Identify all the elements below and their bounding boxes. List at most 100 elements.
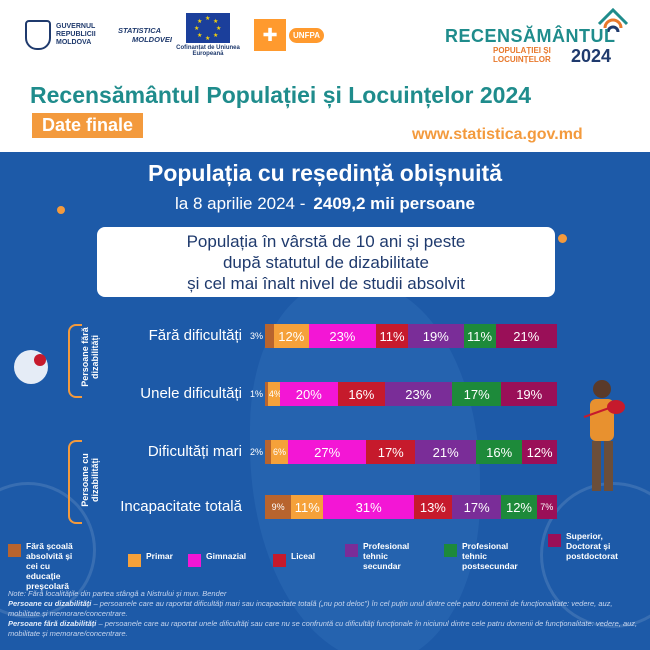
statistica-logo-line2: MOLDOVEI — [132, 35, 173, 44]
population-title: Populația cu reședință obișnuită — [147, 160, 502, 186]
bar-segment: 27% — [288, 440, 367, 464]
data-label: 27% — [314, 444, 341, 460]
data-label: 17% — [463, 386, 490, 402]
unfpa-label: UNFPA — [289, 27, 324, 43]
data-label: 17% — [463, 499, 490, 515]
plus-icon: ✚ — [254, 19, 287, 51]
category-label: Incapacitate totală — [120, 498, 242, 515]
legend-swatch — [128, 554, 141, 567]
bar-segment: 4% — [267, 382, 282, 406]
government-name: GUVERNUL REPUBLICII MOLDOVA — [56, 23, 96, 46]
legend-label: Gimnazial — [206, 551, 247, 561]
page-title: Recensământul Populației și Locuințelor … — [30, 82, 532, 108]
bar-row: 9% 11% 31% 13% 17% 12% 7% — [265, 495, 557, 519]
government-logo: GUVERNUL REPUBLICII MOLDOVA — [25, 20, 104, 50]
legend-item: Gimnazial — [188, 551, 258, 567]
data-label: 12% — [505, 499, 532, 515]
bar-segment: 12% — [522, 440, 557, 464]
bar-segment: 9% — [265, 495, 292, 519]
data-label: 2% — [249, 447, 263, 457]
data-label: 3% — [249, 331, 263, 341]
data-label: 13% — [419, 499, 446, 515]
bar-segment: 11% — [463, 324, 496, 348]
bar-segment: 19% — [501, 382, 557, 406]
data-label: 11% — [294, 499, 320, 515]
legend-label: Profesional tehnic secundar — [363, 541, 410, 571]
house-icon — [597, 7, 629, 33]
coat-of-arms-icon — [25, 20, 51, 50]
category-label: Unele dificultăți — [140, 385, 242, 402]
website-link[interactable]: www.statistica.gov.md — [412, 126, 583, 143]
bar-segment: 19% — [408, 324, 464, 348]
statistica-logo: STATISTICA MOLDOVEI — [118, 26, 172, 44]
census-logo-sub1: POPULAȚIEI ȘI — [493, 46, 551, 55]
header: GUVERNUL REPUBLICII MOLDOVA STATISTICA M… — [0, 0, 650, 152]
data-label: 9% — [271, 502, 285, 512]
population-total: 2409,2 mii persoane — [313, 194, 475, 213]
data-label: 1% — [249, 389, 263, 399]
bar-segment: 16% — [476, 440, 523, 464]
statistica-logo-line1: STATISTICA — [118, 26, 162, 35]
partner-logos: GUVERNUL REPUBLICII MOLDOVA STATISTICA M… — [25, 12, 324, 58]
data-label: 23% — [405, 386, 432, 402]
footnote-without-label: Persoane fără dizabilități — [8, 619, 97, 628]
census-date: la 8 aprilie 2024 - — [174, 194, 306, 213]
legend-swatch — [8, 544, 21, 557]
footnote-line: Persoane cu dizabilități – persoanele ca… — [8, 599, 638, 619]
chart-legend: Fără școală absolvită și cei cu educație… — [8, 531, 648, 591]
legend-swatch — [273, 554, 286, 567]
legend-label: Superior, Doctorat și postdoctorat — [566, 531, 618, 561]
chart-subtitle-box: Populația în vârstă de 10 ani și peste d… — [97, 227, 555, 297]
bar-row: 3% 12% 23% 11% 19% 11% 21% — [250, 324, 557, 348]
census-logo-title: RECENSĂMÂNTUL — [445, 26, 616, 46]
census-logo-year: 2024 — [571, 46, 612, 66]
legend-label: Primar — [146, 551, 173, 561]
eu-logo: ★ ★ ★ ★ ★ ★ ★ ★ Cofinanțat de Uniunea Europea… — [176, 13, 240, 57]
data-label: 17% — [377, 444, 404, 460]
data-label: 23% — [329, 328, 356, 344]
bar-segment: 23% — [308, 324, 376, 348]
person-illustration — [583, 380, 625, 491]
group-brace-with — [68, 440, 82, 524]
census-logo-sub2: LOCUINȚELOR — [493, 55, 551, 64]
eu-flag-icon: ★ ★ ★ ★ ★ ★ ★ ★ — [186, 13, 231, 43]
footnote-general: Note: Fără localitățile din partea stâng… — [8, 589, 227, 598]
data-label: 11% — [467, 328, 493, 344]
footnote-line: Persoane fără dizabilități – persoanele … — [8, 619, 638, 639]
bar-segment: 16% — [337, 382, 385, 406]
bar-segment: 11% — [291, 495, 324, 519]
bar-segment: 23% — [384, 382, 452, 406]
legend-item: Superior, Doctorat și postdoctorat — [548, 531, 640, 561]
footnotes: Note: Fără localitățile din partea stâng… — [8, 589, 638, 639]
census-logo-subtitle: POPULAȚIEI ȘI LOCUINȚELOR — [493, 46, 551, 64]
bar-row: 1% 4% 20% 16% 23% 17% 19% — [250, 382, 557, 406]
data-label: 21% — [432, 444, 459, 460]
bar-segment: 12% — [501, 495, 537, 519]
data-label: 4% — [268, 389, 282, 399]
bar-segment: 13% — [413, 495, 452, 519]
data-label: 11% — [379, 328, 405, 344]
data-label: 31% — [355, 499, 382, 515]
bar-segment: 12% — [273, 324, 309, 348]
data-label: 12% — [526, 444, 553, 460]
population-subtitle: la 8 aprilie 2024 - 2409,2 mii persoane — [0, 194, 650, 214]
category-label: Fără dificultăți — [148, 327, 242, 344]
bar-segment: 20% — [279, 382, 338, 406]
bar-segment: 2% — [250, 440, 271, 464]
data-label: 16% — [348, 386, 375, 402]
bar-segment: 17% — [366, 440, 416, 464]
legend-item: Fără școală absolvită și cei cu educație… — [8, 541, 83, 591]
legend-item: Liceal — [273, 551, 333, 567]
legend-swatch — [444, 544, 457, 557]
data-label: 16% — [486, 444, 513, 460]
bar-segment: 11% — [375, 324, 409, 348]
legend-item: Profesional tehnic secundar — [345, 541, 427, 571]
chart-panel: Populația cu reședință obișnuită la 8 ap… — [0, 152, 650, 650]
subtitle-line: după statutul de dizabilitate — [222, 253, 430, 272]
bar-segment: 31% — [323, 495, 414, 519]
footnote-with-text: – persoanele care au raportat dificultăț… — [8, 599, 613, 618]
data-label: 6% — [272, 447, 286, 457]
legend-item: Profesional tehnic postsecundar — [444, 541, 534, 571]
legend-swatch — [188, 554, 201, 567]
footnote-without-text: – persoanele care au raportat unele difi… — [8, 619, 638, 638]
